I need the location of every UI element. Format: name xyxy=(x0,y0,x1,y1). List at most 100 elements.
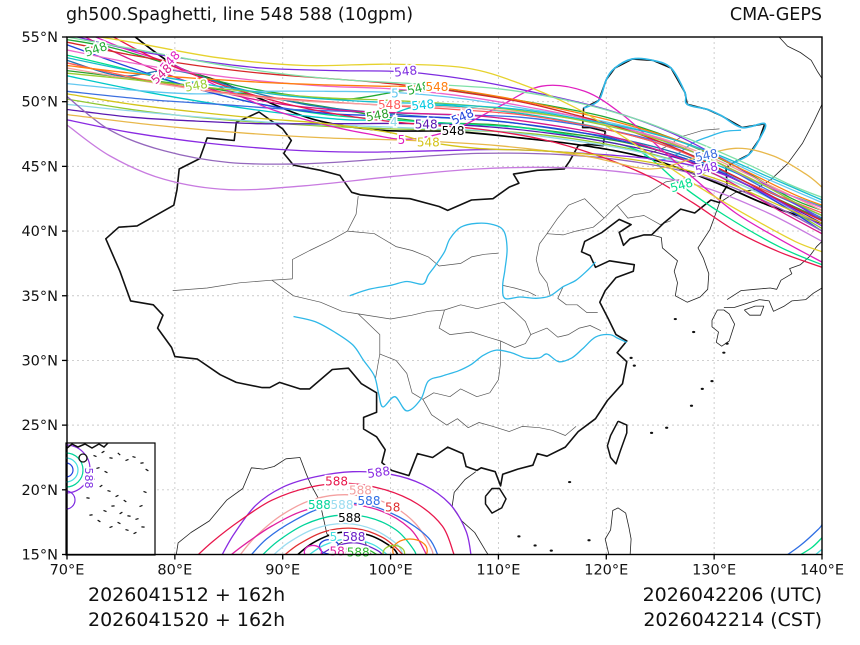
island-dot xyxy=(587,539,591,542)
coastline xyxy=(744,305,765,316)
province-border xyxy=(172,278,293,291)
province-border xyxy=(530,325,602,338)
coastline xyxy=(604,507,632,555)
inset-island-dot xyxy=(97,519,101,523)
inset-coastline xyxy=(66,443,109,450)
island-dot xyxy=(549,549,553,552)
contour-label-588: 588 xyxy=(331,498,354,512)
inset-content xyxy=(66,443,149,535)
x-tick-label: 70°E xyxy=(50,563,85,579)
model-name: CMA-GEPS xyxy=(729,5,822,25)
ensemble-line-548 xyxy=(67,41,822,222)
ensemble-line-548 xyxy=(67,95,822,232)
inset-island-dot xyxy=(96,467,100,469)
contour-line-588 xyxy=(296,531,399,555)
init-time-cst: 2026041520 + 162h xyxy=(88,609,286,631)
contour-loop-588 xyxy=(382,544,406,555)
island-dot xyxy=(710,380,714,383)
inset-island-dot xyxy=(93,454,97,458)
contour-label-588: 588 xyxy=(366,464,391,481)
contour-label-588: 588 xyxy=(308,498,331,512)
y-tick-label: 55°N xyxy=(21,30,58,46)
page-title: gh500.Spaghetti, line 548 588 (10gpm) xyxy=(66,5,414,25)
province-border xyxy=(546,198,605,234)
init-time-utc: 2026041512 + 162h xyxy=(88,584,286,606)
inset-island-dot xyxy=(117,521,121,525)
grid-layer xyxy=(67,37,822,555)
contour-label-548: 548 xyxy=(415,118,438,132)
inset-island-dot xyxy=(135,518,139,520)
x-tick-label: 90°E xyxy=(265,563,300,579)
contour-line-588 xyxy=(250,502,439,555)
contour-line-588 xyxy=(308,538,388,555)
inset-island-dot xyxy=(125,458,129,462)
ensemble-line-548 xyxy=(67,57,822,201)
contour-label-548: 548 xyxy=(425,80,448,94)
contour-label-588: 588 xyxy=(338,511,361,525)
province-border xyxy=(358,301,504,320)
island-dot xyxy=(692,330,696,334)
province-border xyxy=(347,230,499,267)
island-dot xyxy=(725,342,729,345)
inset-island-dot xyxy=(109,457,113,459)
contour-label-548: 5 xyxy=(398,133,406,147)
inset-island-dot xyxy=(125,529,129,531)
y-tick-label: 45°N xyxy=(21,159,58,175)
contour-loop-588 xyxy=(303,544,323,555)
ensemble-line-548 xyxy=(67,119,822,227)
y-tick-label: 15°N xyxy=(21,548,58,564)
island-dot xyxy=(700,387,704,390)
inset-contour-label: 588 xyxy=(82,468,95,489)
province-border xyxy=(603,168,715,219)
coastline xyxy=(723,287,822,312)
island-dot xyxy=(629,356,633,359)
country-border xyxy=(105,58,766,487)
valid-time-cst: 2026042214 (CST) xyxy=(643,609,822,631)
contour-label-548: 548 xyxy=(417,136,440,150)
contour-label-588: 588 xyxy=(358,494,381,508)
y-tick-label: 30°N xyxy=(21,353,58,369)
ensemble-line-548 xyxy=(67,64,822,206)
coastline xyxy=(778,37,822,79)
contour-label-588: 5 xyxy=(330,530,338,544)
inset-island-dot xyxy=(99,484,103,488)
y-tick-label: 50°N xyxy=(21,95,58,111)
contour-label-548: 548 xyxy=(394,63,418,79)
island-outline xyxy=(484,487,507,514)
inset-island-dot xyxy=(133,531,137,535)
y-tick-label: 35°N xyxy=(21,289,58,305)
contour-line-588 xyxy=(799,537,822,555)
contour-line-588 xyxy=(786,524,822,555)
inset-island-dot xyxy=(127,515,131,517)
ensemble-line-548 xyxy=(94,37,822,263)
contour-loop-588 xyxy=(392,538,428,555)
y-tick-label: 25°N xyxy=(21,418,58,434)
inset-island-dot xyxy=(109,525,113,529)
contour-label-548: 548 xyxy=(442,124,465,138)
ensemble-line-548 xyxy=(95,37,822,253)
inset-island-dot xyxy=(139,504,143,508)
river xyxy=(583,57,767,164)
inset-island-dot xyxy=(119,511,123,515)
contour-line-588 xyxy=(197,482,455,555)
ensemble-line-548 xyxy=(67,93,822,224)
contour-label-588: 588 xyxy=(347,546,370,560)
inset-contour-arc xyxy=(66,457,79,483)
x-tick-label: 100°E xyxy=(369,563,413,579)
contour-line-588 xyxy=(239,494,434,555)
island-dot xyxy=(689,404,694,407)
contour-label-548: 548 xyxy=(694,159,719,177)
x-tick-label: 80°E xyxy=(157,563,192,579)
valid-time-utc: 2026042206 (UTC) xyxy=(642,584,822,606)
island-outline xyxy=(606,420,628,465)
inset-island-dot xyxy=(123,499,127,503)
x-tick-label: 140°E xyxy=(800,563,844,579)
island-dot xyxy=(649,431,654,434)
inset-map: 588 xyxy=(65,442,156,556)
contour-label-548: 4 xyxy=(390,115,398,129)
province-border xyxy=(422,399,577,436)
contour-label-548: 548 xyxy=(411,97,435,113)
